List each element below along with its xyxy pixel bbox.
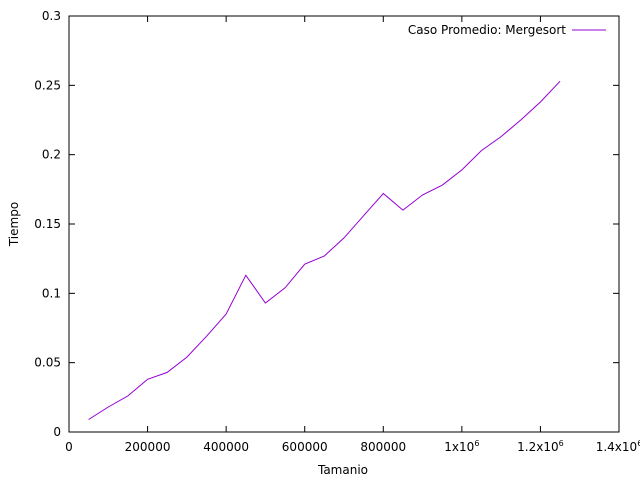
x-tick-label: 400000 (203, 440, 249, 454)
legend: Caso Promedio: Mergesort (408, 23, 606, 37)
x-tick-label: 1x106 (444, 439, 479, 454)
plot-frame (68, 15, 620, 433)
x-tick-label: 800000 (360, 440, 406, 454)
y-tick-label: 0.15 (34, 217, 61, 231)
x-tick-label: 1.4x106 (596, 439, 640, 454)
x-tick-label: 1.2x106 (517, 439, 564, 454)
y-tick-label: 0 (53, 425, 61, 439)
series-layer (88, 80, 561, 420)
x-axis-label: Tamanio (317, 463, 368, 477)
y-axis-label: Tiempo (7, 202, 21, 247)
y-tick-label: 0.1 (42, 286, 61, 300)
x-tick-label: 0 (65, 440, 73, 454)
y-tick-label: 0.3 (42, 9, 61, 23)
y-tick-label: 0.05 (34, 356, 61, 370)
series-line (88, 80, 561, 420)
x-axis-ticks: 0 200000 400000 600000 800000 1x106 1.2x106 1.4… (65, 16, 640, 454)
x-tick-label: 200000 (125, 440, 171, 454)
y-axis-ticks: 0 0.05 0.1 0.15 0.2 0.25 0.3 (34, 9, 619, 439)
legend-label: Caso Promedio: Mergesort (408, 23, 566, 37)
y-tick-label: 0.2 (42, 148, 61, 162)
y-tick-label: 0.25 (34, 78, 61, 92)
x-tick-label: 600000 (282, 440, 328, 454)
